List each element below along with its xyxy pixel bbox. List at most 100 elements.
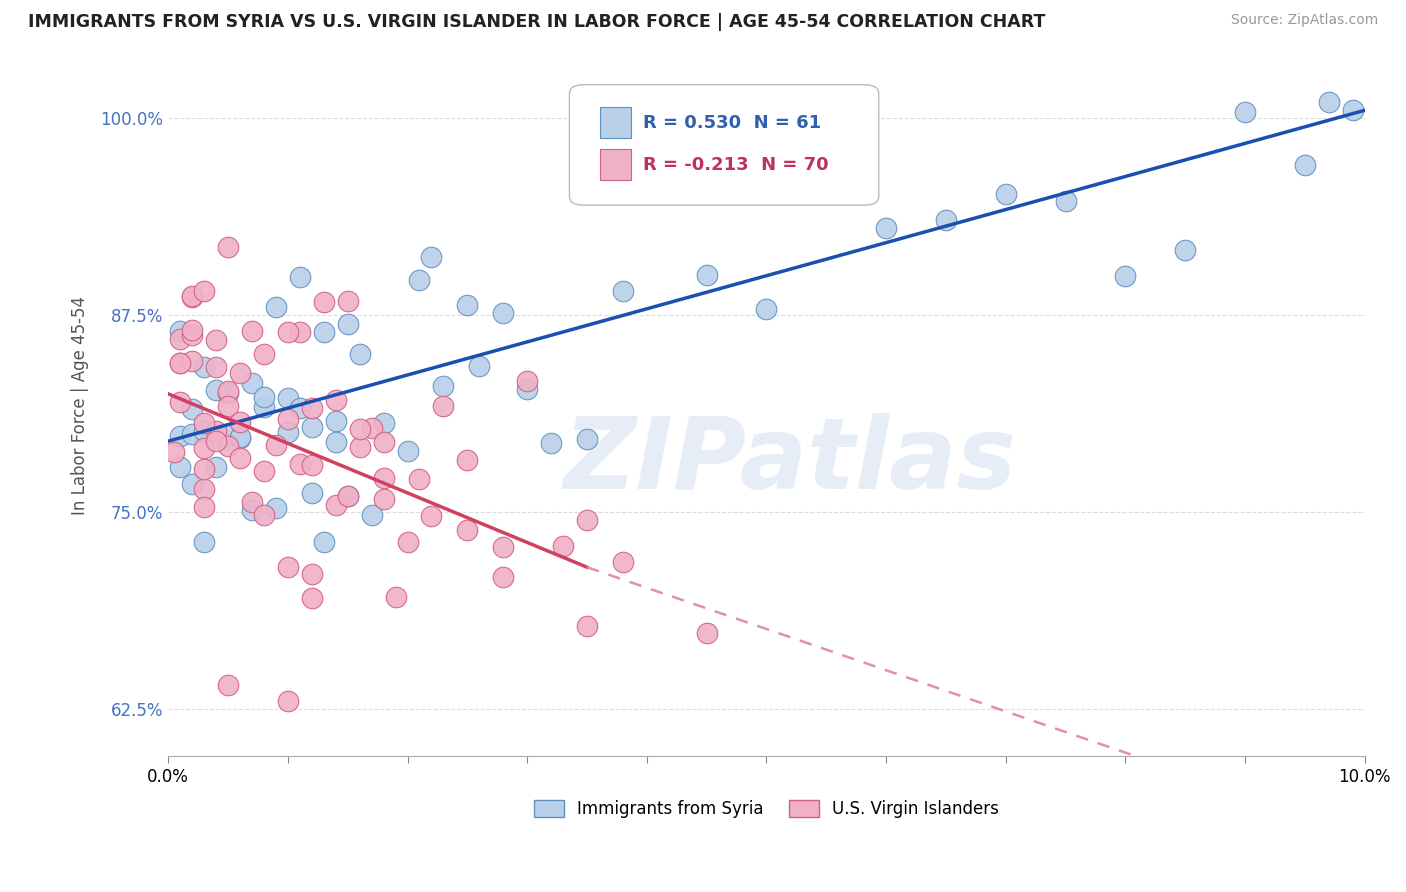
Point <box>325 414 347 428</box>
Point <box>325 498 347 512</box>
Point <box>408 471 430 485</box>
Text: Source: ZipAtlas.com: Source: ZipAtlas.com <box>1230 13 1378 28</box>
Point <box>312 295 335 310</box>
Point <box>240 502 263 516</box>
Point <box>575 513 598 527</box>
Text: R = -0.213  N = 70: R = -0.213 N = 70 <box>643 155 828 174</box>
Point <box>240 495 263 509</box>
Point <box>301 420 323 434</box>
Point <box>193 360 215 375</box>
Point <box>205 383 228 397</box>
Point <box>229 429 252 443</box>
Point <box>193 483 215 497</box>
Point <box>516 382 538 396</box>
Text: R = 0.530  N = 61: R = 0.530 N = 61 <box>643 113 821 132</box>
Point <box>349 422 371 436</box>
Point <box>217 239 239 253</box>
Point <box>205 424 228 438</box>
Point <box>575 432 598 446</box>
Point <box>1341 103 1364 118</box>
Point <box>181 289 204 303</box>
Point <box>169 460 191 475</box>
Point <box>169 429 191 443</box>
Point <box>994 186 1017 201</box>
Point <box>193 462 215 476</box>
Text: ZIPatlas: ZIPatlas <box>564 413 1017 510</box>
Point <box>181 323 204 337</box>
Point <box>432 379 454 393</box>
Point <box>288 269 311 284</box>
Point <box>193 534 215 549</box>
Point <box>540 436 562 450</box>
Point <box>253 508 276 522</box>
Point <box>815 131 838 145</box>
Point <box>193 284 215 298</box>
Point <box>325 434 347 449</box>
Legend: Immigrants from Syria, U.S. Virgin Islanders: Immigrants from Syria, U.S. Virgin Islan… <box>527 794 1005 825</box>
Point <box>492 570 515 584</box>
Point <box>217 399 239 413</box>
Point <box>181 353 204 368</box>
Point <box>169 356 191 370</box>
Point <box>229 451 252 466</box>
Point <box>312 535 335 549</box>
Point <box>755 301 778 316</box>
Point <box>181 427 204 442</box>
Point <box>384 590 406 604</box>
Point <box>696 268 718 283</box>
Point <box>288 458 311 472</box>
Point <box>1174 244 1197 258</box>
Point <box>169 332 191 346</box>
Point <box>349 441 371 455</box>
Point <box>456 523 478 537</box>
Text: IMMIGRANTS FROM SYRIA VS U.S. VIRGIN ISLANDER IN LABOR FORCE | AGE 45-54 CORRELA: IMMIGRANTS FROM SYRIA VS U.S. VIRGIN ISL… <box>28 13 1046 31</box>
Point <box>181 327 204 342</box>
Point <box>277 425 299 440</box>
Point <box>193 500 215 514</box>
Point <box>336 317 359 331</box>
Point <box>935 212 957 227</box>
Point <box>277 412 299 426</box>
Point <box>277 392 299 406</box>
Point <box>612 555 634 569</box>
Point <box>396 535 419 549</box>
Point <box>360 508 382 522</box>
Point <box>163 445 186 459</box>
Point <box>373 471 395 485</box>
Point <box>205 460 228 475</box>
Point <box>217 384 239 398</box>
Point <box>277 325 299 339</box>
Point <box>373 435 395 450</box>
Point <box>420 508 443 523</box>
Point <box>240 376 263 390</box>
Point <box>264 500 287 515</box>
Point <box>420 250 443 264</box>
Point <box>193 424 215 438</box>
Point <box>1294 158 1316 172</box>
Point <box>336 489 359 503</box>
Point <box>217 428 239 442</box>
Point <box>181 477 204 491</box>
Point <box>193 442 215 456</box>
Point <box>253 464 276 478</box>
Point <box>264 301 287 315</box>
Point <box>516 374 538 388</box>
Point <box>612 285 634 299</box>
Point <box>551 539 574 553</box>
Point <box>373 492 395 507</box>
Point <box>229 431 252 445</box>
Point <box>336 294 359 309</box>
Point <box>456 452 478 467</box>
Point <box>205 333 228 347</box>
Point <box>312 325 335 339</box>
Point <box>277 560 299 574</box>
Point <box>325 392 347 407</box>
Point <box>169 355 191 369</box>
Point <box>181 401 204 416</box>
Point <box>169 394 191 409</box>
Point <box>277 694 299 708</box>
Point <box>875 220 897 235</box>
Point <box>217 385 239 400</box>
Point <box>360 421 382 435</box>
Point <box>1114 268 1136 283</box>
